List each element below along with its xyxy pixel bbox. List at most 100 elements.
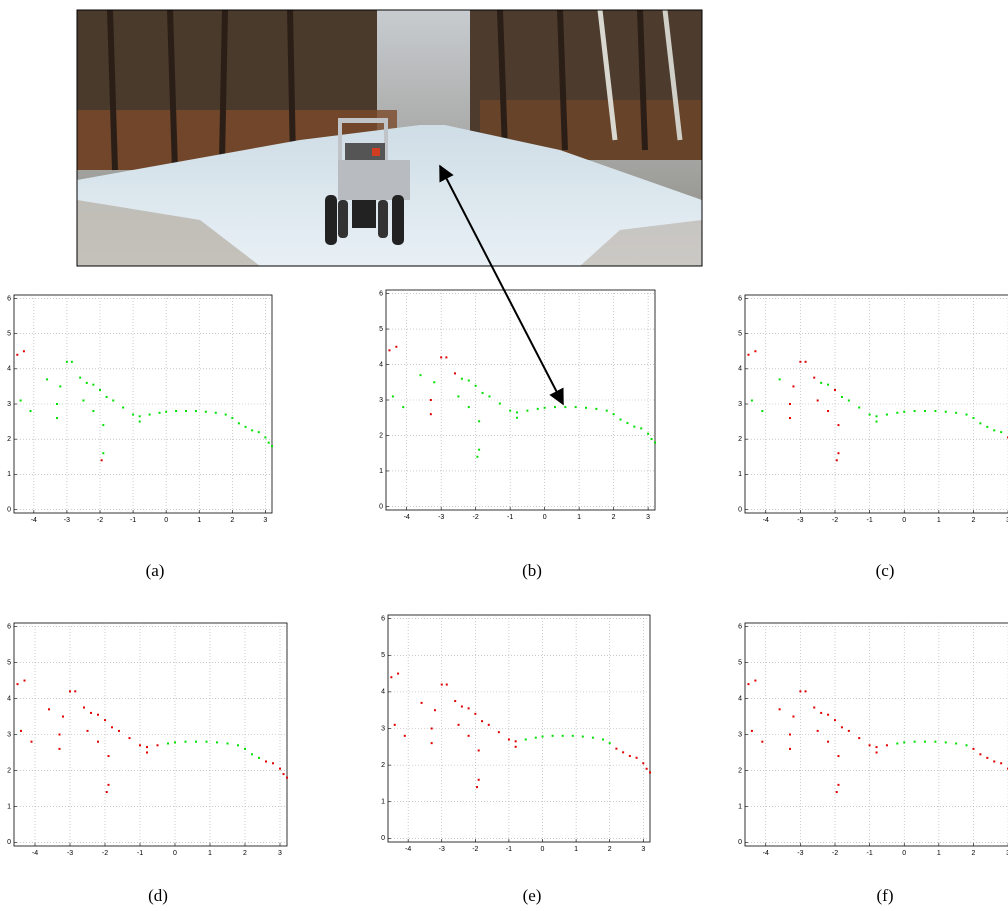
- point: [536, 407, 539, 410]
- x-tick-label: -3: [67, 850, 73, 857]
- point: [476, 455, 479, 458]
- point: [105, 791, 108, 794]
- point: [390, 676, 393, 679]
- robot: [325, 118, 410, 245]
- caption: (d): [148, 886, 168, 905]
- y-tick-label: 1: [379, 468, 383, 475]
- point: [965, 413, 968, 416]
- point: [574, 406, 577, 409]
- point: [48, 708, 50, 711]
- point: [104, 719, 106, 722]
- point: [498, 402, 501, 405]
- point: [834, 719, 836, 722]
- y-tick-label: 4: [738, 695, 742, 702]
- x-tick-label: 1: [574, 846, 578, 853]
- point: [747, 683, 750, 686]
- point: [612, 413, 615, 416]
- x-tick-label: -4: [763, 517, 769, 524]
- point: [478, 420, 481, 423]
- point: [70, 360, 73, 363]
- point: [816, 399, 819, 402]
- point: [615, 747, 618, 750]
- point: [251, 429, 254, 432]
- point: [395, 345, 398, 348]
- point: [553, 406, 556, 409]
- point: [58, 733, 61, 736]
- point: [514, 740, 517, 743]
- point: [965, 744, 968, 747]
- point: [204, 410, 207, 413]
- y-tick-label: 5: [379, 326, 383, 333]
- chart: -4 -3 -2 -1 0 1 2 3 0 1 2 3 4 5 6 (b): [379, 289, 656, 580]
- point: [835, 791, 838, 794]
- point: [185, 410, 187, 413]
- y-tick-label: 4: [381, 689, 385, 696]
- x-tick-label: -4: [405, 846, 411, 853]
- point: [635, 756, 638, 759]
- point: [226, 742, 229, 745]
- point: [647, 432, 650, 435]
- y-tick-label: 0: [381, 835, 385, 842]
- point: [132, 413, 135, 416]
- point: [107, 755, 110, 758]
- point: [789, 417, 791, 420]
- point: [30, 740, 33, 743]
- y-tick-label: 3: [381, 725, 385, 732]
- x-tick-label: -2: [832, 850, 838, 857]
- point: [111, 726, 113, 729]
- x-tick-label: 3: [646, 514, 650, 521]
- point: [403, 734, 406, 737]
- point: [194, 410, 197, 413]
- point: [433, 381, 436, 384]
- point: [754, 350, 757, 353]
- point: [216, 741, 218, 744]
- y-tick-label: 2: [7, 767, 11, 774]
- point: [514, 745, 517, 748]
- x-tick-label: -4: [31, 517, 37, 524]
- point: [138, 420, 141, 423]
- point: [903, 741, 906, 744]
- point: [799, 690, 802, 693]
- point: [165, 410, 168, 413]
- x-tick-label: 0: [902, 517, 906, 524]
- point: [79, 376, 82, 379]
- x-tick-label: -3: [797, 850, 803, 857]
- chart: -4 -3 -2 -1 0 1 2 3 0 1 2 3 4 5 6 (a): [7, 294, 273, 580]
- y-tick-label: 1: [7, 471, 11, 478]
- x-tick-label: 1: [197, 517, 201, 524]
- point: [837, 452, 840, 455]
- x-tick-label: 3: [1006, 850, 1008, 857]
- x-tick-label: -2: [473, 514, 479, 521]
- point: [955, 742, 958, 745]
- point: [158, 411, 161, 414]
- point: [251, 753, 253, 756]
- point: [16, 353, 19, 356]
- point: [979, 422, 982, 425]
- point: [642, 762, 645, 765]
- y-tick-label: 4: [738, 366, 742, 373]
- point: [139, 744, 141, 747]
- point: [122, 406, 125, 409]
- arrow: [439, 164, 564, 406]
- point: [875, 420, 878, 423]
- point: [478, 448, 481, 451]
- point: [272, 762, 274, 765]
- point: [813, 706, 816, 709]
- point: [750, 729, 753, 732]
- point: [750, 399, 753, 402]
- point: [524, 738, 527, 741]
- point: [581, 735, 584, 738]
- y-tick-label: 3: [379, 397, 383, 404]
- y-tick-label: 0: [7, 506, 11, 513]
- point: [391, 395, 394, 398]
- point: [138, 415, 141, 418]
- point: [22, 350, 25, 353]
- chart: -4 -3 -2 -1 0 1 2 3 0 1 2 3 4 5 6 (c): [738, 294, 1008, 580]
- point: [175, 410, 178, 413]
- y-tick-label: 5: [7, 659, 11, 666]
- point: [789, 733, 791, 736]
- point: [497, 731, 500, 734]
- y-tick-label: 4: [7, 695, 11, 702]
- point: [993, 429, 996, 432]
- point: [388, 349, 391, 352]
